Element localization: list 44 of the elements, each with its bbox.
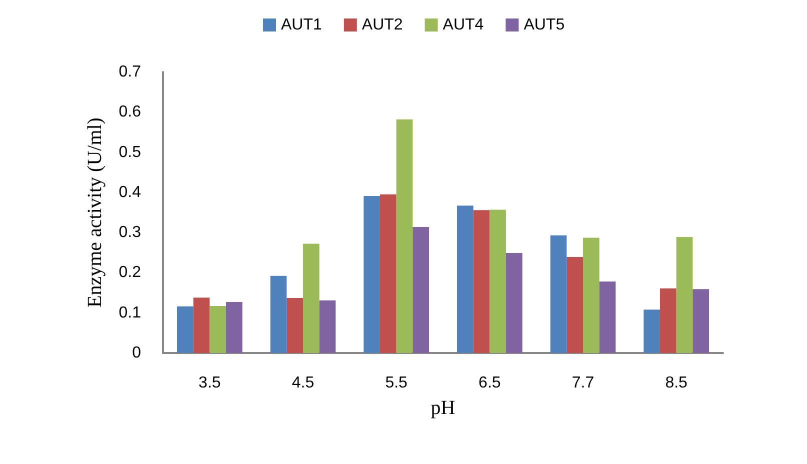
bar bbox=[599, 282, 616, 353]
bar bbox=[566, 257, 583, 353]
bar bbox=[226, 302, 242, 353]
bar bbox=[583, 238, 600, 353]
bar bbox=[644, 310, 660, 353]
bar bbox=[210, 306, 226, 353]
bar bbox=[692, 289, 709, 353]
y-tick-label: 0.1 bbox=[118, 304, 142, 322]
bar bbox=[286, 298, 303, 353]
x-tick-label: 6.5 bbox=[478, 374, 501, 392]
bar bbox=[364, 196, 380, 353]
y-tick-label: 0.7 bbox=[118, 64, 142, 80]
bar bbox=[490, 210, 506, 353]
y-tick-label: 0.2 bbox=[118, 264, 142, 282]
bar bbox=[412, 226, 429, 353]
bar bbox=[380, 194, 396, 353]
y-tick-label: 0 bbox=[132, 344, 142, 362]
legend-label: AUT1 bbox=[281, 16, 322, 34]
bar bbox=[303, 244, 320, 353]
bar bbox=[457, 206, 474, 353]
bar bbox=[660, 288, 676, 353]
bar bbox=[550, 235, 567, 353]
legend-label: AUT2 bbox=[362, 16, 403, 34]
bar bbox=[193, 298, 210, 353]
bar bbox=[506, 253, 522, 353]
bar bbox=[396, 119, 413, 353]
y-tick-label: 0.5 bbox=[118, 144, 142, 161]
x-tick-label: 5.5 bbox=[385, 374, 408, 392]
x-tick-label: 4.5 bbox=[292, 374, 314, 392]
legend-label: AUT5 bbox=[524, 16, 565, 34]
y-tick-label: 0.3 bbox=[118, 224, 142, 242]
x-axis-title: pH bbox=[430, 397, 456, 419]
bar bbox=[177, 306, 194, 353]
bar bbox=[473, 210, 490, 353]
legend-label: AUT4 bbox=[442, 16, 484, 34]
y-tick-label: 0.6 bbox=[118, 104, 142, 121]
bar bbox=[676, 236, 693, 353]
x-tick-label: 3.5 bbox=[198, 374, 221, 392]
bar bbox=[319, 300, 336, 353]
y-tick-label: 0.4 bbox=[118, 184, 142, 201]
x-tick-label: 7.7 bbox=[572, 374, 594, 392]
x-tick-label: 8.5 bbox=[665, 374, 688, 392]
bar bbox=[270, 276, 287, 353]
y-axis-title: Enzyme activity (U/ml) bbox=[84, 118, 106, 308]
